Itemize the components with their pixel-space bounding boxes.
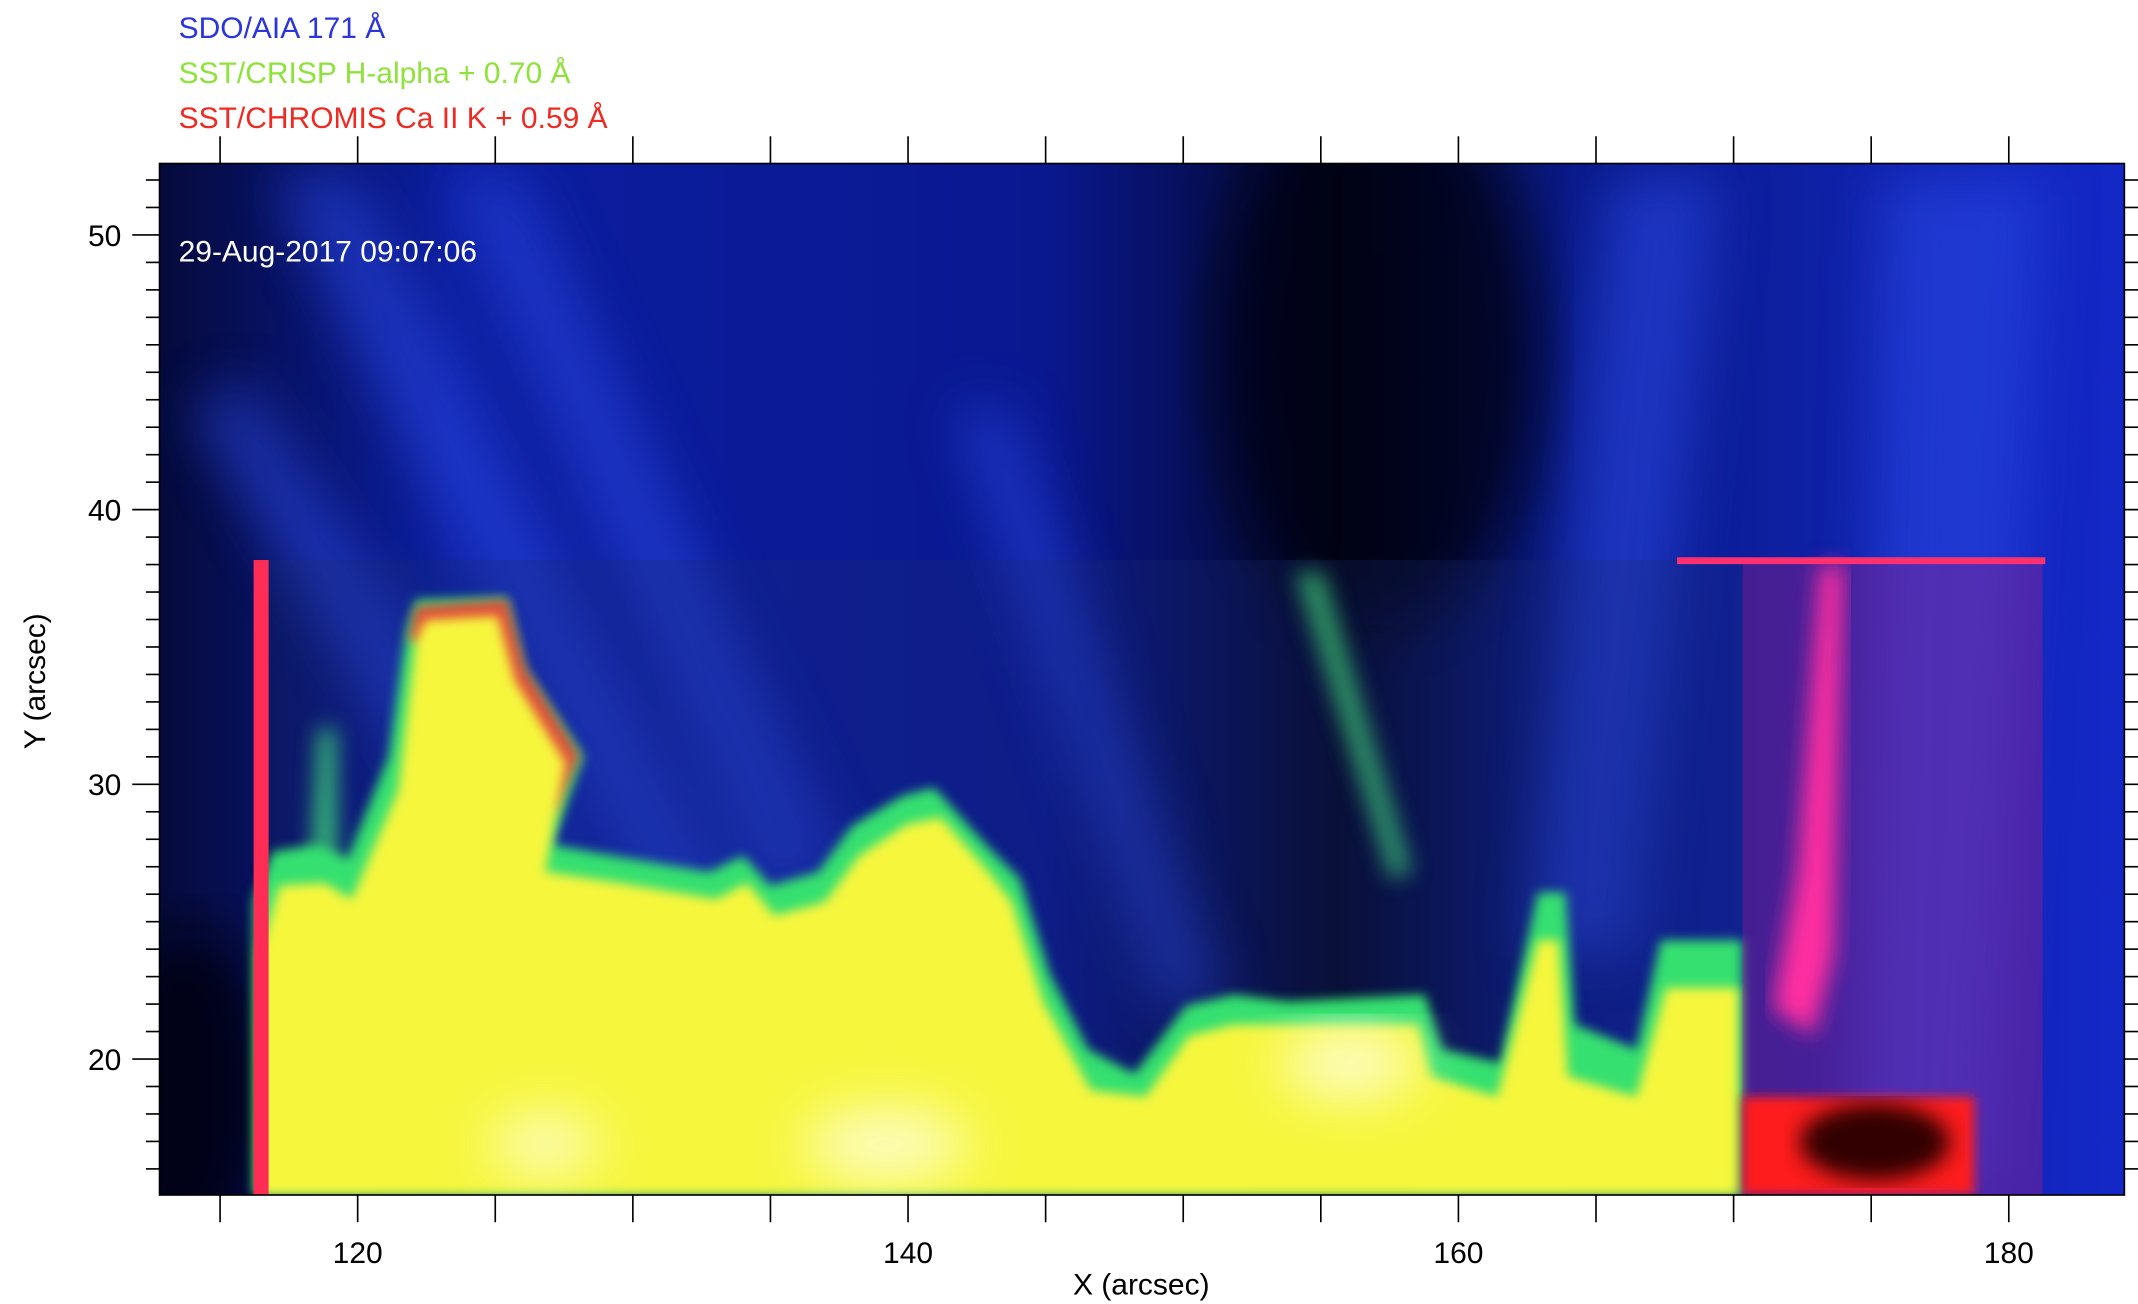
chromis-edge: [254, 560, 269, 1195]
dark-blob: [1800, 1104, 1950, 1180]
y-tick-label: 50: [88, 220, 121, 253]
chromis-top-edge: [1677, 557, 2045, 564]
y-tick-label: 30: [88, 769, 121, 802]
timestamp: 29-Aug-2017 09:07:06: [179, 236, 477, 269]
x-tick-label: 160: [1433, 1237, 1483, 1270]
x-axis-label: X (arcsec): [1073, 1268, 1210, 1301]
dark-corner: [109, 927, 273, 1254]
figure: SDO/AIA 171 Å SST/CRISP H-alpha + 0.70 Å…: [0, 0, 2138, 1304]
x-tick-label: 120: [333, 1237, 383, 1270]
legend-entry: SDO/AIA 171 Å: [179, 12, 386, 45]
legend-entry: SST/CRISP H-alpha + 0.70 Å: [179, 57, 571, 90]
x-tick-label: 180: [1984, 1237, 2034, 1270]
y-axis-label: Y (arcsec): [19, 613, 52, 749]
legend-entry: SST/CHROMIS Ca II K + 0.59 Å: [179, 102, 608, 135]
x-tick-label: 140: [883, 1237, 933, 1270]
y-tick-label: 40: [88, 495, 121, 528]
y-tick-label: 20: [88, 1044, 121, 1077]
